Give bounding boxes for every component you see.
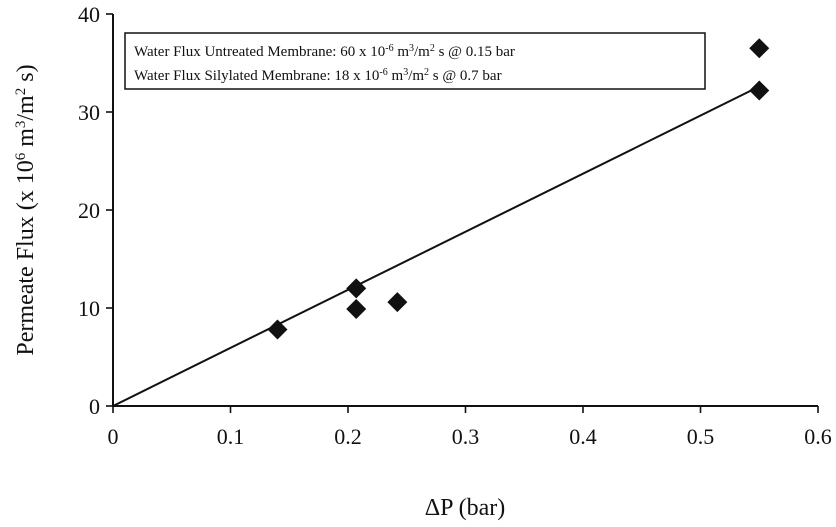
- annotation-line-2-mid: m: [388, 68, 404, 84]
- y-axis-title-sup-2: 2: [13, 88, 29, 96]
- x-tick-label: 0.1: [217, 424, 245, 449]
- y-axis-title-tail: s): [13, 64, 39, 87]
- data-point-diamond: [346, 278, 367, 299]
- y-axis-title-sup-6: 6: [13, 152, 29, 160]
- annotation-line-2-sup2: 3: [403, 67, 408, 78]
- x-tick-label: 0.4: [569, 424, 597, 449]
- y-tick-label: 20: [78, 198, 100, 223]
- annotation-line-1-prefix: Water Flux Untreated Membrane: 60 x 10: [134, 44, 385, 60]
- annotation-line-1-mid2: /m: [414, 44, 430, 60]
- x-tick-label: 0.5: [687, 424, 715, 449]
- annotation-line-2-prefix: Water Flux Silylated Membrane: 18 x 10: [134, 68, 379, 84]
- annotation-line-1-sup1: -6: [385, 43, 393, 54]
- data-point-diamond: [749, 38, 770, 59]
- y-tick-label: 30: [78, 100, 100, 125]
- annotation-line-2-sup1: -6: [379, 67, 387, 78]
- y-axis-title: Permeate Flux (x 106 m3/m2 s): [13, 64, 39, 355]
- trend-line: [112, 85, 760, 407]
- x-tick-label: 0.2: [334, 424, 362, 449]
- x-tick-label: 0.6: [804, 424, 832, 449]
- y-tick-label: 40: [78, 2, 100, 27]
- y-tick-label: 0: [89, 394, 100, 419]
- annotation-box: Water Flux Untreated Membrane: 60 x 10-6…: [124, 32, 706, 90]
- y-axis-title-sup-3: 3: [13, 121, 29, 129]
- data-point-diamond: [267, 319, 288, 340]
- trendline-layer: [112, 85, 760, 407]
- data-point-diamond: [346, 298, 367, 319]
- x-tick-label: 0.3: [452, 424, 480, 449]
- annotation-line-2-suffix: s @ 0.7 bar: [429, 68, 502, 84]
- annotation-line-2-sup3: 2: [424, 67, 429, 78]
- annotation-line-1-mid: m: [394, 44, 410, 60]
- annotation-line-1-sup3: 2: [430, 43, 435, 54]
- y-axis-title-unit2: /m: [13, 95, 39, 121]
- y-tick-label: 10: [78, 296, 100, 321]
- annotation-frame: [124, 32, 706, 90]
- tick-group: 0 0.1 0.2 0.3 0.4 0.5 0.6 0 10 20 30 40: [78, 2, 832, 449]
- x-tick-label: 0: [108, 424, 119, 449]
- y-axis-title-unit: m: [13, 128, 39, 153]
- y-axis-title-main: Permeate Flux (x 10: [13, 160, 39, 355]
- annotation-line-2-mid2: /m: [408, 68, 424, 84]
- points-layer: [267, 38, 770, 340]
- data-point-diamond: [387, 292, 408, 313]
- x-axis-title: ΔP (bar): [425, 495, 506, 521]
- annotation-line-1-sup2: 3: [409, 43, 414, 54]
- data-point-diamond: [749, 80, 770, 101]
- annotation-line-1-suffix: s @ 0.15 bar: [435, 44, 515, 60]
- annotation-line-2: Water Flux Silylated Membrane: 18 x 10-6…: [134, 67, 502, 85]
- annotation-line-1: Water Flux Untreated Membrane: 60 x 10-6…: [134, 43, 515, 61]
